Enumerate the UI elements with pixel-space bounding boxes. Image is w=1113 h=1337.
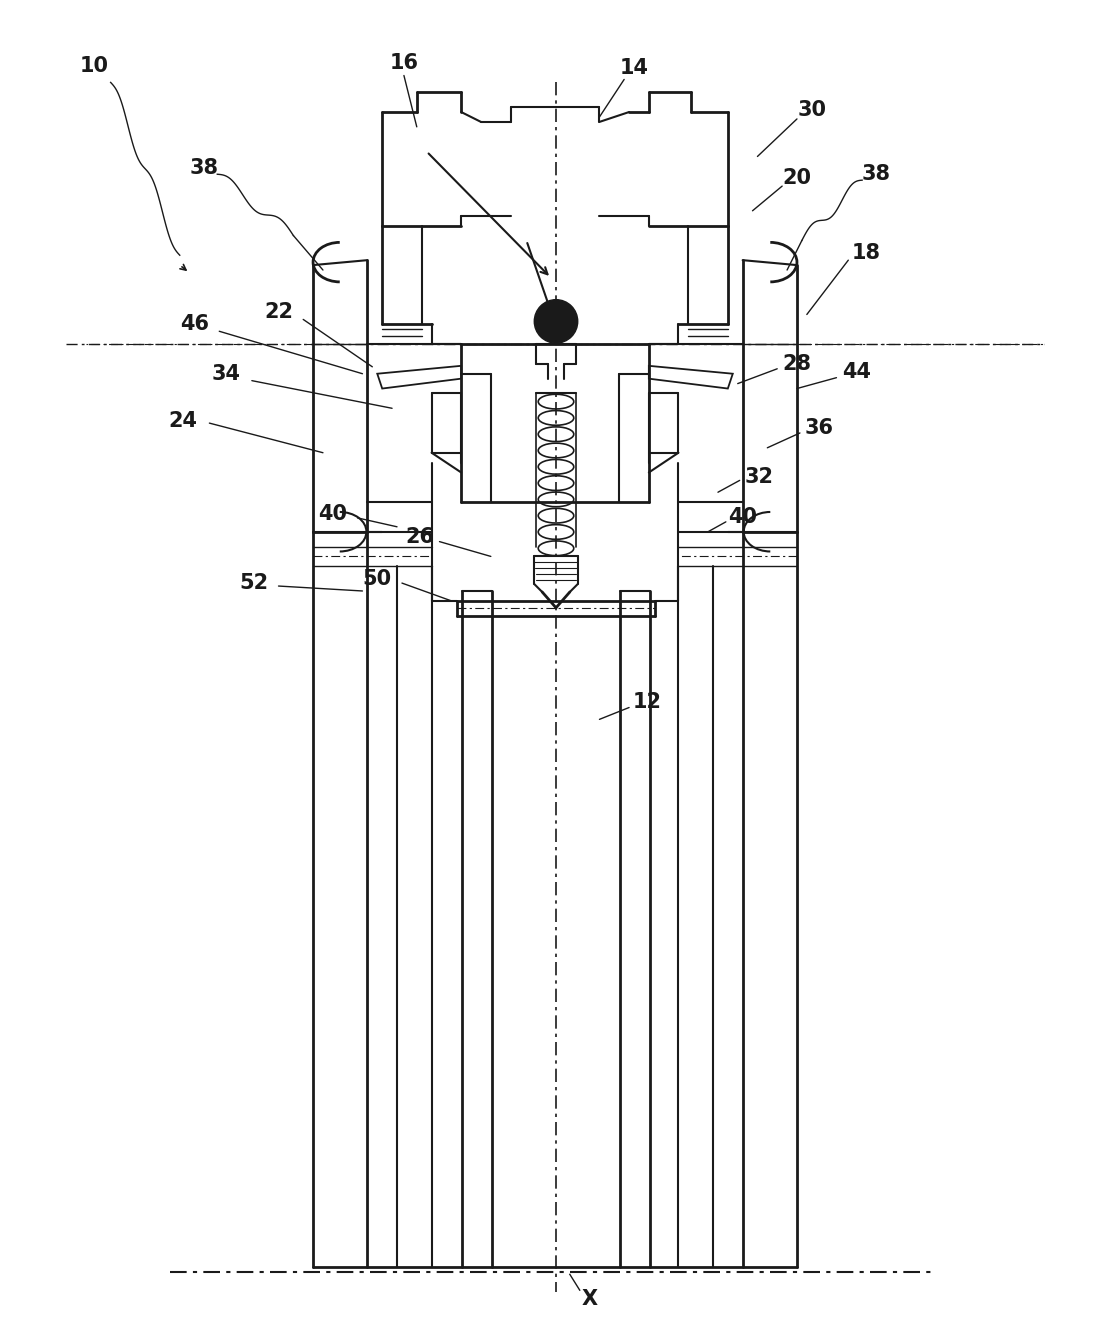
Text: 14: 14 [620,57,649,78]
Text: 38: 38 [190,158,219,178]
Text: 46: 46 [180,314,209,334]
Circle shape [534,299,578,344]
Text: 20: 20 [782,168,811,189]
Text: 38: 38 [861,164,890,185]
Text: 26: 26 [405,527,434,547]
Text: 30: 30 [797,100,826,120]
Text: 36: 36 [805,418,834,439]
Text: 40: 40 [728,507,757,527]
Text: 22: 22 [264,302,293,322]
Text: 32: 32 [745,468,774,488]
Polygon shape [649,366,732,389]
Text: 18: 18 [851,243,880,263]
Text: 28: 28 [782,354,811,374]
Text: 34: 34 [211,364,240,384]
Text: 50: 50 [363,570,392,590]
Text: 24: 24 [168,410,197,431]
Polygon shape [377,366,461,389]
Text: 12: 12 [632,691,661,711]
Text: 16: 16 [390,52,418,72]
Text: X: X [581,1289,598,1309]
Text: 10: 10 [79,56,108,76]
Text: 44: 44 [841,362,870,382]
Text: 40: 40 [318,504,347,524]
Text: 52: 52 [239,574,268,594]
